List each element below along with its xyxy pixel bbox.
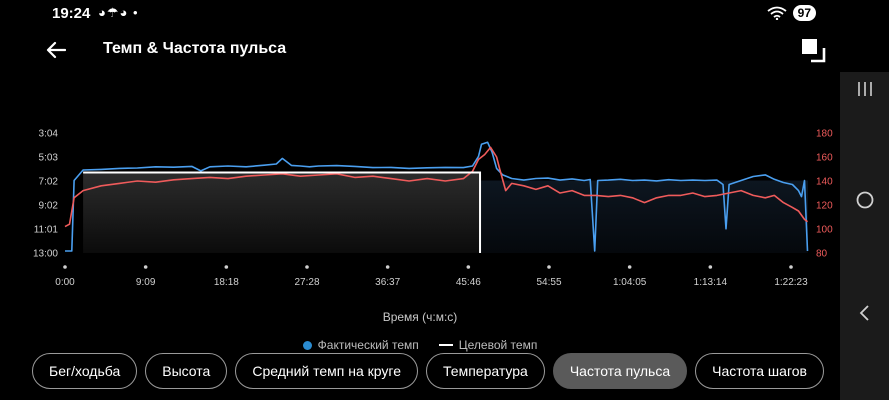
series-layer xyxy=(64,141,809,253)
legend-label-actual-pace: Фактический темп xyxy=(317,338,419,352)
home-icon xyxy=(856,191,874,209)
x-tick-dot xyxy=(547,265,551,269)
right-tick-label: 120 xyxy=(816,201,833,212)
x-tick-label: 27:28 xyxy=(294,277,319,288)
metric-tabs: Бег/ходьба Высота Средний темп на круге Тем… xyxy=(32,353,840,391)
actual-pace-line xyxy=(65,141,809,252)
x-tick-label: 1:22:23 xyxy=(774,277,808,288)
system-back-button[interactable] xyxy=(850,298,880,328)
left-tick-label: 7:02 xyxy=(39,177,59,188)
app-bar: Темп & Частота пульса xyxy=(0,28,840,72)
x-tick-label: 36:37 xyxy=(375,277,400,288)
left-tick-label: 9:02 xyxy=(39,201,59,212)
system-nav-bar xyxy=(840,72,889,400)
fullscreen-button[interactable] xyxy=(796,34,830,66)
x-tick-dot xyxy=(708,265,713,269)
x-tick-dot xyxy=(385,265,390,269)
heart-rate-line xyxy=(64,146,808,228)
right-tick-label: 160 xyxy=(816,153,833,164)
x-tick-label: 18:18 xyxy=(214,277,239,288)
metric-tabs-track: Бег/ходьба Высота Средний темп на круге Тем… xyxy=(32,353,840,389)
legend-line-icon xyxy=(438,344,453,346)
left-tick-label: 13:00 xyxy=(33,249,58,260)
status-bar: 19:24 ◕☂◕ • 97 xyxy=(0,0,840,28)
x-tick-dot xyxy=(627,265,632,269)
status-right: 97 xyxy=(767,5,816,21)
x-tick-label: 54:55 xyxy=(536,277,561,288)
back-button[interactable] xyxy=(40,36,72,64)
recent-apps-icon xyxy=(858,82,872,96)
x-tick-label: 9:09 xyxy=(136,277,156,288)
chart-legend: Фактический темп Целевой темп xyxy=(0,338,840,352)
status-time: 19:24 xyxy=(52,5,91,22)
right-axis: 180 160 140 120 100 80 xyxy=(816,129,833,260)
right-tick-label: 80 xyxy=(816,249,828,260)
x-tick-label: 1:04:05 xyxy=(613,277,647,288)
legend-item-target-pace: Целевой темп xyxy=(438,338,538,352)
tab-0[interactable]: Бег/ходьба xyxy=(32,353,138,389)
x-tick-dot xyxy=(63,265,67,269)
battery-icon: 97 xyxy=(792,5,816,21)
wifi-icon xyxy=(767,6,787,20)
target-pace-line xyxy=(83,171,482,253)
right-tick-label: 140 xyxy=(816,177,833,188)
right-tick-label: 100 xyxy=(816,225,833,236)
x-tick-dot xyxy=(224,265,229,269)
fullscreen-icon xyxy=(802,39,826,63)
notification-icons: ◕☂◕ • xyxy=(98,5,139,20)
left-tick-label: 5:03 xyxy=(39,153,59,164)
right-tick-label: 180 xyxy=(816,129,833,140)
x-tick-dot xyxy=(789,265,793,269)
x-axis-title: Время (ч:м:с) xyxy=(382,310,458,324)
arrow-left-icon xyxy=(46,41,66,59)
x-tick-dot xyxy=(305,265,309,269)
chevron-left-icon xyxy=(859,305,869,321)
legend-dot-icon xyxy=(302,340,312,350)
left-axis: 3:04 5:03 7:02 9:02 11:01 13:00 xyxy=(33,129,58,260)
recent-apps-button[interactable] xyxy=(850,74,880,104)
x-tick-dot xyxy=(466,265,471,269)
legend-item-actual-pace: Фактический темп xyxy=(302,338,419,352)
tab-4[interactable]: Частота пульса xyxy=(552,353,688,389)
x-tick-label: 0:00 xyxy=(55,277,75,288)
tab-3[interactable]: Температура xyxy=(426,353,545,389)
home-button[interactable] xyxy=(850,185,880,215)
target-zone-area xyxy=(83,172,481,253)
tab-5[interactable]: Частота шагов xyxy=(695,353,824,389)
x-tick-label: 45:46 xyxy=(456,277,481,288)
legend-label-target-pace: Целевой темп xyxy=(458,338,538,352)
post-target-area xyxy=(480,180,808,253)
left-tick-label: 3:04 xyxy=(39,129,59,140)
x-axis: 0:00 9:09 18:18 27:28 36:37 45:46 54:55 1:04:05… xyxy=(55,265,808,288)
target-zone-fill xyxy=(83,172,808,253)
left-tick-label: 11:01 xyxy=(34,225,59,236)
x-tick-dot xyxy=(143,265,148,269)
tab-2[interactable]: Средний темп на круге xyxy=(235,353,419,389)
page-title: Темп & Частота пульса xyxy=(103,40,287,57)
x-tick-label: 1:13:14 xyxy=(694,277,728,288)
tab-1[interactable]: Высота xyxy=(145,353,228,389)
